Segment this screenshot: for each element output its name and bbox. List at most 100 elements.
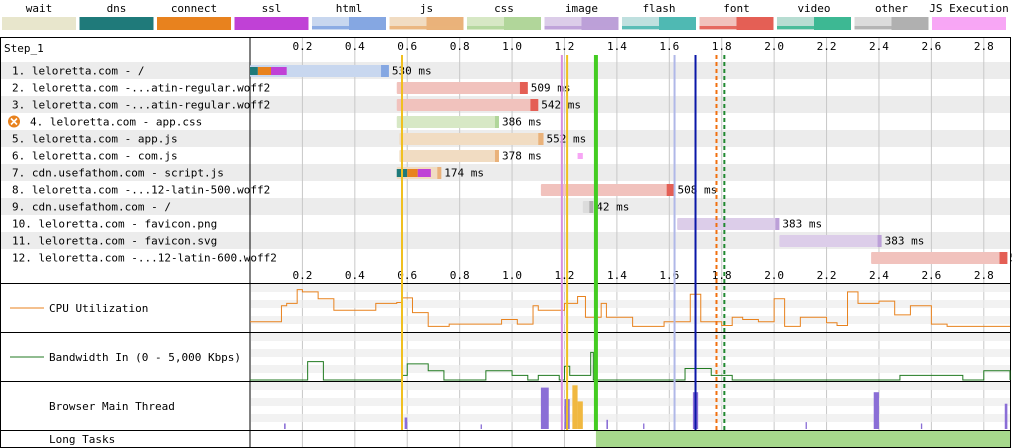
main-thread-bar	[1004, 403, 1008, 429]
request-bar	[399, 133, 544, 145]
panel-band	[251, 398, 1010, 406]
request-row: 7. cdn.usefathom.com - script.js 174 ms	[12, 167, 484, 180]
tick-label-top: 1.6	[659, 40, 679, 53]
request-label: 7. cdn.usefathom.com - script.js	[12, 167, 224, 180]
request-row: 12. leloretta.com -...12-latin-600.woff2…	[12, 252, 1012, 265]
legend-swatch-base	[544, 26, 619, 29]
request-js-exec	[577, 153, 583, 159]
legend-swatch-base	[234, 26, 309, 29]
legend-label: wait	[26, 2, 53, 15]
tick-label-bottom: 2.0	[764, 269, 784, 282]
main-thread-bar	[606, 419, 608, 429]
request-download	[519, 82, 528, 94]
legend-label: css	[494, 2, 514, 15]
request-timing: 383 ms	[885, 235, 925, 248]
tick-label-top: 1.0	[502, 40, 522, 53]
legend-swatch-base	[312, 26, 386, 29]
main-thread-bar	[643, 423, 645, 429]
legend-item-image: image	[544, 2, 619, 30]
tick-label-top: 0.4	[345, 40, 365, 53]
legend-item-font: font	[699, 2, 774, 30]
request-label: 10. leloretta.com - favicon.png	[12, 218, 217, 231]
request-row: 9. cdn.usefathom.com - / 42 ms	[12, 201, 629, 214]
request-timing: 508 ms	[678, 184, 718, 197]
request-row: 1. leloretta.com - / 530 ms	[12, 65, 432, 78]
error-icon	[8, 115, 20, 128]
request-label: 12. leloretta.com -...12-latin-600.woff2	[12, 252, 277, 265]
tick-label-bottom: 1.0	[502, 269, 522, 282]
row-background	[1, 232, 1010, 249]
step-label: Step_1	[4, 42, 44, 55]
request-timing: 519 ms	[1010, 252, 1012, 265]
request-label: 8. leloretta.com -...12-latin-500.woff2	[12, 184, 270, 197]
main-thread-bar	[404, 417, 408, 429]
tick-label-top: 2.8	[974, 40, 994, 53]
request-download	[775, 218, 780, 230]
request-row: 3. leloretta.com -...atin-regular.woff2 5…	[12, 99, 581, 112]
request-download	[494, 150, 499, 162]
tick-label-top: 1.2	[555, 40, 575, 53]
main-thread-bar	[873, 392, 879, 429]
request-download	[999, 252, 1008, 264]
legend-label: html	[336, 2, 363, 15]
request-row: 8. leloretta.com -...12-latin-500.woff2 5…	[12, 184, 717, 197]
legend-label: font	[723, 2, 750, 15]
legend-label: other	[875, 2, 908, 15]
tick-label-bottom: 2.4	[869, 269, 889, 282]
request-bar	[779, 235, 882, 247]
request-label: 2. leloretta.com -...atin-regular.woff2	[12, 82, 270, 95]
tick-label-top: 0.2	[292, 40, 312, 53]
panel-band	[251, 349, 1010, 357]
request-ssl	[417, 169, 431, 177]
request-label: 6. leloretta.com - com.js	[12, 150, 178, 163]
request-bar	[396, 99, 539, 111]
long-tasks-label: Long Tasks	[49, 433, 115, 446]
legend-item-wait: wait	[2, 2, 76, 30]
cpu-label: CPU Utilization	[49, 302, 148, 315]
legend-label: image	[565, 2, 598, 15]
legend-swatch-base	[467, 26, 541, 29]
request-download	[877, 235, 882, 247]
tick-label-bottom: 1.8	[712, 269, 732, 282]
request-bar	[396, 82, 528, 94]
request-bar	[396, 116, 499, 128]
legend-label: flash	[642, 2, 675, 15]
request-timing: 378 ms	[502, 150, 542, 163]
request-download	[530, 99, 539, 111]
request-timing: 383 ms	[782, 218, 822, 231]
request-timing: 386 ms	[502, 116, 542, 129]
request-bar	[677, 218, 780, 230]
legend-swatch-base	[932, 26, 1006, 29]
main-thread-bar	[572, 385, 578, 429]
legend-swatch-base	[777, 26, 851, 29]
legend-label: ssl	[262, 2, 282, 15]
panel-band	[251, 333, 1010, 341]
request-row: 4. leloretta.com - app.css 386 ms	[8, 115, 542, 129]
tick-label-top: 2.0	[764, 40, 784, 53]
legend-item-flash: flash	[622, 2, 696, 30]
request-row: 6. leloretta.com - com.js 378 ms	[12, 150, 583, 163]
request-bar	[871, 252, 1008, 264]
tick-label-bottom: 1.6	[659, 269, 679, 282]
panel-band	[251, 300, 1010, 308]
request-row: 2. leloretta.com -...atin-regular.woff2 5…	[12, 82, 571, 95]
legend-label: js	[420, 2, 433, 15]
row-background	[1, 198, 1010, 215]
request-ssl	[270, 67, 287, 75]
request-connect	[407, 169, 418, 177]
legend-swatch-base	[699, 26, 774, 29]
request-connect	[257, 67, 277, 75]
request-timing: 42 ms	[596, 201, 629, 214]
tick-label-top: 0.6	[397, 40, 417, 53]
bw-label: Bandwidth In (0 - 5,000 Kbps)	[49, 351, 241, 364]
row-background	[1, 164, 1010, 181]
tick-label-top: 1.8	[712, 40, 732, 53]
tick-label-top: 2.6	[921, 40, 941, 53]
main-thread-bar	[284, 423, 286, 429]
tick-label-bottom: 2.2	[817, 269, 837, 282]
request-timing: 509 ms	[531, 82, 571, 95]
request-download	[589, 201, 594, 213]
legend-label: connect	[171, 2, 217, 15]
request-bar	[540, 184, 675, 196]
